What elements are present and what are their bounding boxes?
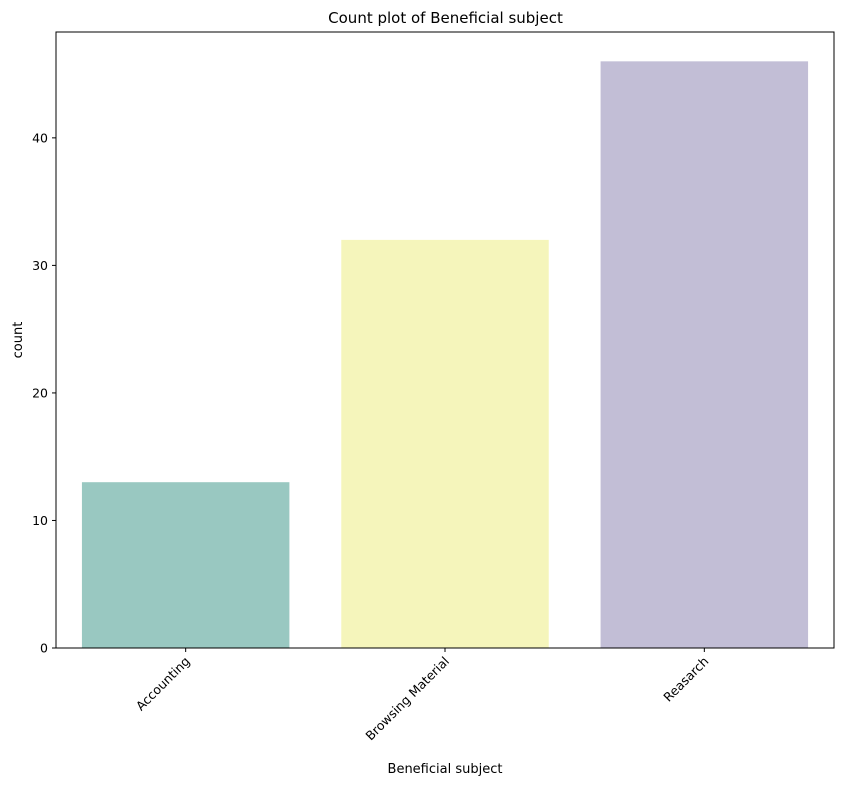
chart-title: Count plot of Beneficial subject xyxy=(328,9,563,27)
y-tick-label: 40 xyxy=(32,130,48,145)
bars-layer xyxy=(81,61,809,648)
x-axis-label: Beneficial subject xyxy=(388,762,503,777)
bar-accounting xyxy=(81,482,290,648)
y-axis-ticks: 0 10 20 30 40 xyxy=(32,130,56,656)
y-axis-label: count xyxy=(11,322,26,359)
y-tick-label: 20 xyxy=(32,385,48,400)
bar-browsing-material xyxy=(341,239,549,648)
y-tick-label: 0 xyxy=(40,641,48,656)
y-tick-label: 30 xyxy=(32,258,48,273)
bar-reasarch xyxy=(600,61,809,648)
y-tick-label: 10 xyxy=(32,513,48,528)
